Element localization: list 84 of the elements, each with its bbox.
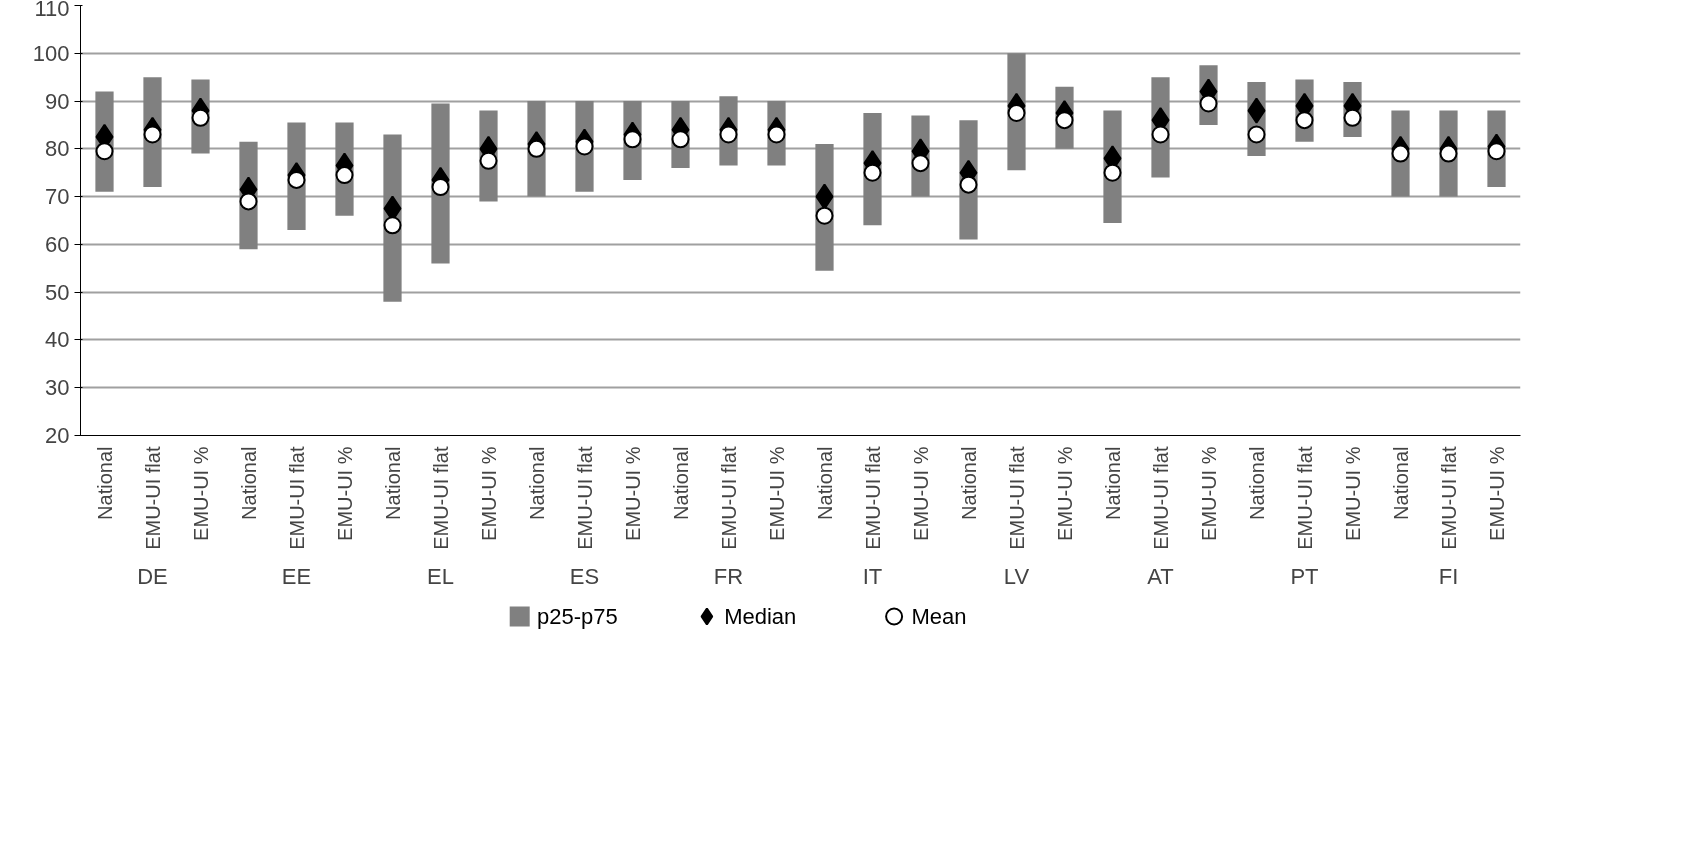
x-tick-label: EMU-UI % <box>1197 446 1220 541</box>
y-tick-label: 30 <box>45 375 70 401</box>
x-tick-label: EMU-UI flat <box>573 446 596 550</box>
x-tick-label: EMU-UI flat <box>717 446 740 550</box>
x-tick-label: EMU-UI flat <box>285 446 308 550</box>
point <box>95 142 114 161</box>
text: EL <box>427 563 454 589</box>
x-tick-label: EMU-UI % <box>333 446 356 541</box>
legend-label: p25-p75 <box>536 604 618 629</box>
y-tick-label: 90 <box>45 88 70 114</box>
text: LV <box>1003 563 1030 589</box>
x-tick-label: National <box>1389 446 1412 520</box>
point <box>1295 111 1314 130</box>
text: ES <box>569 563 600 589</box>
x-tick-label: National <box>93 446 116 520</box>
y-tick-label: 20 <box>45 423 70 448</box>
y-tick-label: 80 <box>45 136 70 162</box>
y-tick-label: 50 <box>45 279 70 305</box>
y-tick-label: 60 <box>45 231 70 257</box>
x-tick-label: EMU-UI % <box>621 446 644 541</box>
point <box>767 125 786 144</box>
x-tick-label: National <box>813 446 836 520</box>
point <box>1007 104 1026 122</box>
x-tick-label: EMU-UI flat <box>141 446 164 550</box>
point <box>623 130 642 149</box>
x-tick-label: EMU-UI flat <box>1437 446 1460 550</box>
x-tick-label: EMU-UI flat <box>1293 446 1316 550</box>
y-tick-label: 70 <box>45 184 70 210</box>
x-tick-label: EMU-UI flat <box>1005 446 1028 550</box>
x-tick-label: National <box>381 446 404 520</box>
y-tick-label: 40 <box>45 327 70 353</box>
point <box>1487 142 1506 161</box>
point <box>1439 144 1458 163</box>
x-tick-label: National <box>1245 446 1268 520</box>
text: AT <box>1147 563 1174 589</box>
x-tick-label: National <box>525 446 548 520</box>
point <box>959 175 978 194</box>
x-tick-label: EMU-UI % <box>1341 446 1364 541</box>
x-tick-label: EMU-UI % <box>765 446 788 541</box>
text: IT <box>862 563 883 589</box>
x-tick-label: National <box>957 446 980 520</box>
y-tick-label: 110 <box>34 0 70 21</box>
x-tick-label: National <box>237 446 260 520</box>
x-tick-label: EMU-UI % <box>909 446 932 541</box>
x-tick-label: EMU-UI % <box>1053 446 1076 541</box>
point <box>383 216 402 235</box>
x-tick-label: EMU-UI flat <box>861 446 884 550</box>
x-tick-label: EMU-UI flat <box>1149 446 1172 550</box>
text: FI <box>1438 563 1459 589</box>
point <box>719 125 738 144</box>
legend-label: Mean <box>911 604 967 629</box>
point <box>431 178 450 197</box>
point <box>239 192 258 211</box>
point <box>191 108 210 127</box>
point <box>1343 108 1362 127</box>
x-tick-label: National <box>1101 446 1124 520</box>
point <box>911 154 930 173</box>
point <box>479 151 498 170</box>
x-tick-label: EMU-UI % <box>189 446 212 541</box>
point <box>1247 97 1266 124</box>
x-tick-label: National <box>669 446 692 520</box>
text: EE <box>281 563 312 589</box>
point <box>671 130 690 149</box>
point <box>335 166 354 185</box>
x-tick-label: EMU-UI % <box>477 446 500 541</box>
point <box>143 125 162 144</box>
point <box>1199 94 1218 113</box>
point <box>527 139 546 158</box>
text: FR <box>713 563 744 589</box>
point <box>1151 125 1170 144</box>
text: PT <box>1290 563 1319 589</box>
y-tick-label: 100 <box>32 40 70 66</box>
point <box>815 206 834 225</box>
x-tick-label: EMU-UI % <box>1485 446 1508 541</box>
x-tick-label: EMU-UI flat <box>429 446 452 550</box>
point <box>575 137 594 156</box>
text: DE <box>137 563 168 589</box>
point <box>1391 144 1410 163</box>
legend-label: Median <box>724 604 797 629</box>
point <box>1103 163 1122 182</box>
point <box>815 183 834 210</box>
point <box>863 163 882 182</box>
point <box>1247 125 1266 144</box>
point <box>1055 111 1074 130</box>
